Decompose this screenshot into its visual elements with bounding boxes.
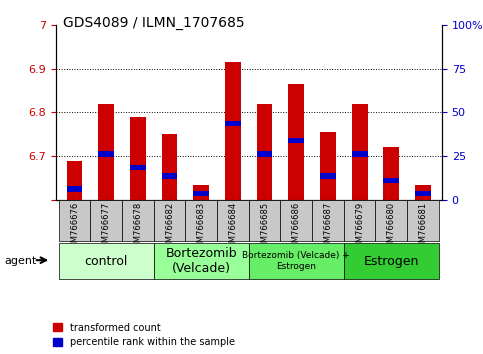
Bar [90, 200, 122, 241]
Bar [99, 104, 114, 200]
Text: GSM766680: GSM766680 [387, 202, 396, 253]
Bar [288, 84, 304, 200]
Text: Estrogen: Estrogen [364, 255, 419, 268]
Bar [193, 191, 209, 196]
Text: Bortezomib (Velcade) +
Estrogen: Bortezomib (Velcade) + Estrogen [242, 251, 350, 271]
Bar [415, 185, 431, 200]
Text: GSM766683: GSM766683 [197, 202, 206, 253]
Bar [67, 161, 83, 200]
Bar [185, 200, 217, 241]
Text: GSM766678: GSM766678 [133, 202, 142, 253]
Bar [59, 243, 154, 279]
Bar [384, 147, 399, 200]
Bar [162, 134, 177, 200]
Bar [154, 243, 249, 279]
Bar [320, 132, 336, 200]
Bar [415, 191, 431, 196]
Bar [312, 200, 344, 241]
Bar [99, 152, 114, 156]
Bar [225, 121, 241, 126]
Text: agent: agent [5, 256, 37, 266]
Text: GSM766677: GSM766677 [102, 202, 111, 253]
Bar [320, 173, 336, 178]
Bar [249, 243, 344, 279]
Bar [67, 187, 83, 192]
Bar [130, 117, 146, 200]
Bar [344, 200, 375, 241]
Bar [256, 152, 272, 156]
Text: GDS4089 / ILMN_1707685: GDS4089 / ILMN_1707685 [63, 16, 244, 30]
Bar [193, 185, 209, 200]
Text: Bortezomib
(Velcade): Bortezomib (Velcade) [165, 247, 237, 275]
Bar [352, 104, 368, 200]
Bar [249, 200, 281, 241]
Bar [59, 200, 90, 241]
Bar [352, 152, 368, 156]
Text: GSM766686: GSM766686 [292, 202, 301, 253]
Text: GSM766685: GSM766685 [260, 202, 269, 253]
Text: control: control [85, 255, 128, 268]
Bar [225, 62, 241, 200]
Text: GSM766679: GSM766679 [355, 202, 364, 253]
Text: GSM766681: GSM766681 [418, 202, 427, 253]
Legend: transformed count, percentile rank within the sample: transformed count, percentile rank withi… [53, 322, 235, 347]
Bar [130, 165, 146, 170]
Bar [217, 200, 249, 241]
Bar [122, 200, 154, 241]
Bar [384, 178, 399, 183]
Text: GSM766687: GSM766687 [324, 202, 332, 253]
Bar [162, 173, 177, 178]
Bar [154, 200, 185, 241]
Text: GSM766684: GSM766684 [228, 202, 238, 253]
Bar [256, 104, 272, 200]
Bar [407, 200, 439, 241]
Bar [375, 200, 407, 241]
Bar [288, 138, 304, 143]
Text: GSM766682: GSM766682 [165, 202, 174, 253]
Bar [344, 243, 439, 279]
Text: GSM766676: GSM766676 [70, 202, 79, 253]
Bar [281, 200, 312, 241]
